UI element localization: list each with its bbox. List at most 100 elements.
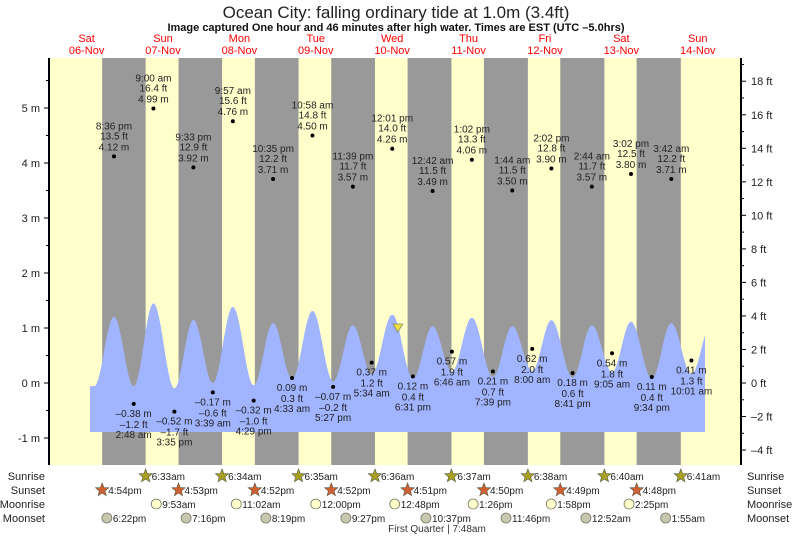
tide-time: 9:57 am xyxy=(215,86,251,97)
tide-height-m: 3.57 m xyxy=(577,173,608,184)
low-tide-point xyxy=(290,376,295,381)
right-tick-label: 12 ft xyxy=(751,177,772,189)
moonrise-row-label: Moonrise xyxy=(0,499,45,511)
tide-height-m: 4.50 m xyxy=(297,122,328,133)
high-tide-point xyxy=(350,184,355,189)
moonrise-icon xyxy=(623,498,635,510)
sunrise-time: 6:40am xyxy=(610,472,643,483)
sunset-icon xyxy=(323,482,339,497)
tide-time: 12:01 pm xyxy=(371,114,413,125)
moonset-time: 7:16pm xyxy=(192,514,225,525)
day-of-week-label: Fri xyxy=(539,33,552,45)
tide-time: 5:34 am xyxy=(354,389,390,400)
low-tide-point xyxy=(369,360,374,365)
current-tide-marker xyxy=(392,323,404,333)
almanac: Sunrise Sunrise 6:33am 6:34am 6:35am 6:36am 6:… xyxy=(0,468,792,525)
tide-height-ft: 11.5 ft xyxy=(419,166,446,177)
moonset-time: 8:19pm xyxy=(272,514,305,525)
low-tide-label: 0.11 m0.4 ft9:34 pm xyxy=(634,382,670,414)
sunset-icon xyxy=(552,482,568,497)
high-tide-point xyxy=(151,106,156,111)
sunrise-event: 6:40am xyxy=(596,468,644,483)
high-tide-point xyxy=(390,146,395,151)
tide-height-ft: 11.7 ft xyxy=(578,162,605,173)
left-tick-label: 1 m xyxy=(22,323,40,335)
day-of-week-label: Sat xyxy=(613,33,630,45)
low-tide-point xyxy=(530,346,535,351)
sunset-event: 4:52pm xyxy=(323,482,371,497)
sunrise-time: 6:36am xyxy=(381,472,414,483)
tide-height-ft: 14.8 ft xyxy=(299,111,327,122)
low-tide-point xyxy=(689,358,694,363)
tide-height-ft: 11.5 ft xyxy=(499,166,526,177)
sunrise-icon xyxy=(214,468,230,483)
low-tide-label: 0.57 m1.9 ft6:46 am xyxy=(434,357,470,389)
tide-time: 4:29 pm xyxy=(236,427,272,438)
moonrise-event: 2:25pm xyxy=(623,498,668,511)
sunset-icon xyxy=(171,482,187,497)
sunset-time: 4:52pm xyxy=(337,486,370,497)
moonrise-event: 1:58pm xyxy=(545,498,591,511)
sunrise-row-label-right: Sunrise xyxy=(747,471,784,483)
low-tide-point xyxy=(251,398,256,403)
moonset-time: 1:55am xyxy=(672,514,705,525)
tide-time: 2:02 pm xyxy=(533,134,569,145)
right-tick-label: 8 ft xyxy=(751,244,766,256)
tide-time: 9:00 am xyxy=(135,74,171,85)
moonset-event: 8:19pm xyxy=(260,512,305,525)
tide-height-m: 0.37 m xyxy=(356,368,387,379)
tide-time: 5:27 pm xyxy=(315,413,351,424)
tide-height-m: 3.71 m xyxy=(258,165,289,176)
sunrise-time: 6:37am xyxy=(457,472,490,483)
sunset-time: 4:52pm xyxy=(261,486,294,497)
high-tide-point xyxy=(510,188,515,193)
tide-time: 8:00 am xyxy=(514,375,550,386)
day-labels: Sat06-NovSun07-NovMon08-NovTue09-NovWed1… xyxy=(69,33,716,57)
tide-height-ft: 14.0 ft xyxy=(378,124,406,135)
sunrise-event: 6:41am xyxy=(673,468,720,483)
day-of-week-label: Tue xyxy=(306,33,325,45)
moonset-time: 9:27pm xyxy=(352,514,385,525)
left-tick-label: -1 m xyxy=(18,433,40,445)
tide-height-ft: 12.9 ft xyxy=(179,142,207,153)
tide-height-ft: 0.6 ft xyxy=(561,389,583,400)
sunset-time: 4:53pm xyxy=(185,486,218,497)
moonset-icon xyxy=(420,512,432,524)
date-label: 09-Nov xyxy=(298,45,334,57)
high-tide-point xyxy=(589,184,594,189)
sunrise-icon xyxy=(443,468,459,483)
moonset-event: 7:16pm xyxy=(180,512,225,525)
right-tick-label: –4 ft xyxy=(751,445,772,457)
tide-height-m: 3.50 m xyxy=(497,177,528,188)
tide-time: 9:05 am xyxy=(594,379,630,390)
tide-time: 12:42 am xyxy=(412,156,454,167)
low-tide-point xyxy=(610,351,615,356)
high-tide-point xyxy=(271,176,276,181)
left-tick-label: 3 m xyxy=(22,213,40,225)
right-tick-label: 16 ft xyxy=(751,110,772,122)
tide-time: 6:46 am xyxy=(434,378,470,389)
tide-time: 1:44 am xyxy=(494,156,530,167)
low-tide-point xyxy=(410,374,415,379)
moonset-time: 11:46pm xyxy=(512,514,550,525)
tide-height-m: 4.76 m xyxy=(218,107,249,118)
moonset-icon xyxy=(580,512,592,524)
sunset-time: 4:51pm xyxy=(414,486,447,497)
tide-time: 3:02 pm xyxy=(613,139,649,150)
tide-height-m: –0.52 m xyxy=(156,417,192,428)
sunset-icon xyxy=(629,482,645,497)
moonrise-row-label-right: Moonrise xyxy=(747,499,792,511)
tide-height-m: 0.54 m xyxy=(597,358,628,369)
low-tide-point xyxy=(210,390,215,395)
tide-height-ft: 12.5 ft xyxy=(617,149,645,160)
low-tide-point xyxy=(131,401,136,406)
sunrise-icon xyxy=(138,468,154,483)
high-tide-point xyxy=(230,119,235,124)
sunset-row-label: Sunset xyxy=(11,485,45,497)
sunset-row-label-right: Sunset xyxy=(747,485,781,497)
sunrise-event: 6:36am xyxy=(367,468,414,483)
